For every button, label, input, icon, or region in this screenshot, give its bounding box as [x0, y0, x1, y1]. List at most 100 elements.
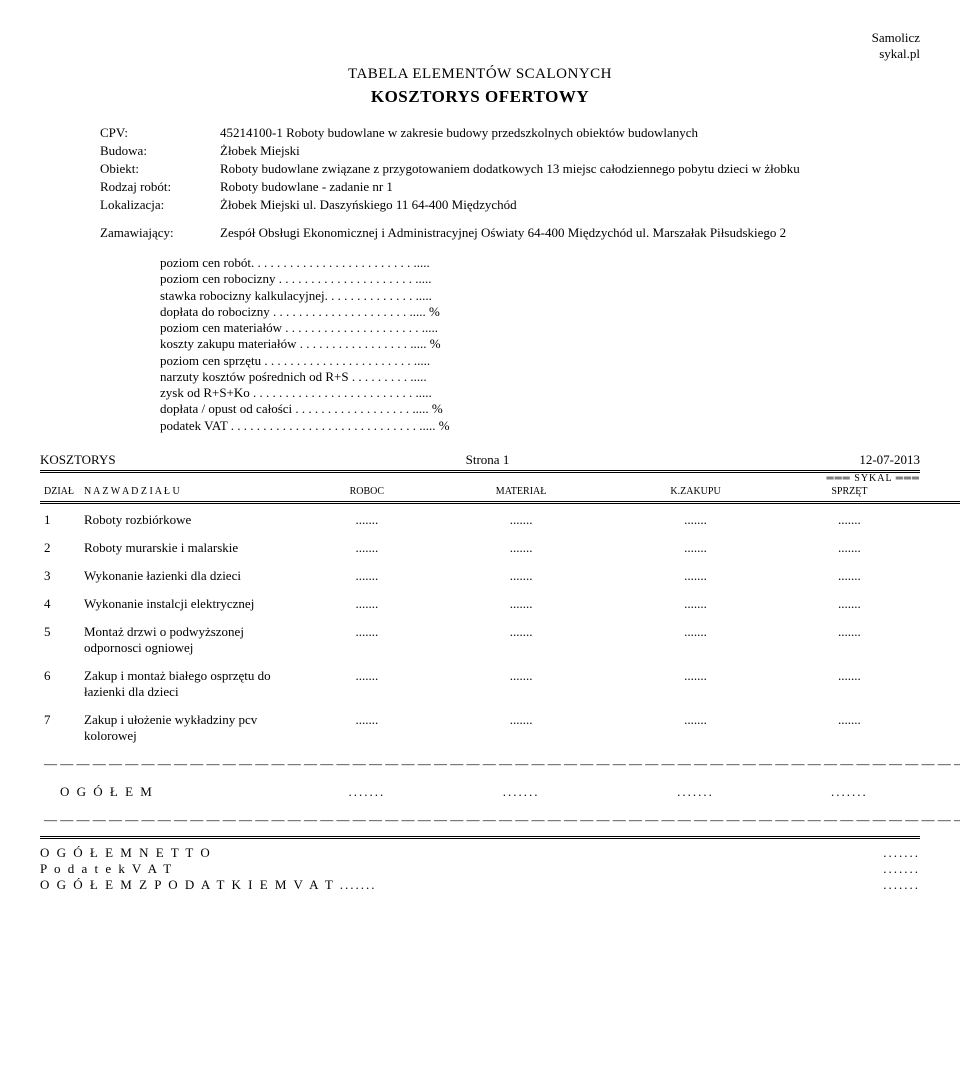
table-header-row: DZIAŁN A Z W A D Z I A Ł UROBOCMATERIAŁK… — [40, 484, 960, 499]
params-block: poziom cen robót. . . . . . . . . . . . … — [160, 255, 920, 434]
row-dots: ....... — [609, 590, 783, 618]
row-dots: ....... — [609, 534, 783, 562]
col-header: K.ZAKUPU — [609, 484, 783, 499]
row-num: 2 — [40, 534, 80, 562]
title-line2: KOSZTORYS OFERTOWY — [40, 87, 920, 107]
meta-row: Rodzaj robót:Roboty budowlane - zadanie … — [100, 179, 920, 195]
table-row: 6Zakup i montaż białego osprzętu do łazi… — [40, 662, 960, 706]
row-dots: ....... — [300, 618, 434, 662]
row-dots: ....... — [434, 618, 609, 662]
col-header: K.OGÓLNE — [916, 484, 960, 499]
ogolem-dots: ....... — [609, 778, 783, 806]
page-label: Strona 1 — [466, 452, 510, 468]
row-dots: ....... — [783, 618, 917, 662]
title-line1: TABELA ELEMENTÓW SCALONYCH — [40, 66, 920, 83]
param-line: stawka robocizny kalkulacyjnej. . . . . … — [160, 288, 920, 304]
row-dots: ....... — [300, 534, 434, 562]
brand-line1: Samolicz — [40, 30, 920, 46]
row-name: Wykonanie łazienki dla dzieci — [80, 562, 300, 590]
ogolem-dots: ....... — [300, 778, 434, 806]
meta-block: CPV: 45214100-1 Roboty budowlane w zakre… — [100, 125, 920, 241]
table-row: 3Wykonanie łazienki dla dzieci..........… — [40, 562, 960, 590]
sykal-tag: ═══ SYKAL ═══ — [40, 473, 920, 484]
table-row: 1Roboty rozbiórkowe.....................… — [40, 506, 960, 534]
param-line: narzuty kosztów pośrednich od R+S . . . … — [160, 369, 920, 385]
row-num: 5 — [40, 618, 80, 662]
cpv-text: Roboty budowlane w zakresie budowy przed… — [286, 125, 698, 140]
meta-row: Lokalizacja:Żłobek Miejski ul. Daszyński… — [100, 197, 920, 213]
row-dots: ....... — [434, 562, 609, 590]
table-row: 7Zakup i ułożenie wykładziny pcv kolorow… — [40, 706, 960, 750]
col-header: N A Z W A D Z I A Ł U — [80, 484, 300, 499]
row-dots: ....... — [609, 562, 783, 590]
brand-line2: sykal.pl — [40, 46, 920, 62]
row-name: Roboty murarskie i malarskie — [80, 534, 300, 562]
row-dots: ....... — [783, 506, 917, 534]
row-name: Roboty rozbiórkowe — [80, 506, 300, 534]
row-dots: ....... — [609, 618, 783, 662]
table-row: 4Wykonanie instalcji elektrycznej.......… — [40, 590, 960, 618]
row-dots: ....... — [783, 706, 917, 750]
main-table: DZIAŁN A Z W A D Z I A Ł UROBOCMATERIAŁK… — [40, 484, 960, 834]
row-num: 1 — [40, 506, 80, 534]
zam-value: Zespół Obsługi Ekonomicznej i Administra… — [220, 225, 920, 241]
row-dots: ....... — [609, 706, 783, 750]
param-line: poziom cen robocizny . . . . . . . . . .… — [160, 271, 920, 287]
table-row: 5Montaż drzwi o podwyższonej odpornosci … — [40, 618, 960, 662]
meta-value: Żłobek Miejski ul. Daszyńskiego 11 64-40… — [220, 197, 920, 213]
footer-netto: O G Ó Ł E M N E T T O — [40, 845, 212, 861]
footer-vat: P o d a t e k V A T — [40, 861, 173, 877]
row-dots: ....... — [609, 506, 783, 534]
row-dots: ....... — [300, 562, 434, 590]
param-line: poziom cen sprzętu . . . . . . . . . . .… — [160, 353, 920, 369]
row-dots: ....... — [300, 662, 434, 706]
kosztorys-header: KOSZTORYS Strona 1 12-07-2013 — [40, 452, 920, 468]
row-dots: ....... — [609, 662, 783, 706]
param-line: podatek VAT . . . . . . . . . . . . . . … — [160, 418, 920, 434]
col-header: MATERIAŁ — [434, 484, 609, 499]
meta-row: Budowa:Żłobek Miejski — [100, 143, 920, 159]
row-dots: ....... — [783, 590, 917, 618]
row-name: Wykonanie instalcji elektrycznej — [80, 590, 300, 618]
param-line: poziom cen materiałów . . . . . . . . . … — [160, 320, 920, 336]
meta-value: Żłobek Miejski — [220, 143, 920, 159]
meta-label: Lokalizacja: — [100, 197, 220, 213]
row-num: 3 — [40, 562, 80, 590]
meta-row: Obiekt:Roboty budowlane związane z przyg… — [100, 161, 920, 177]
param-line: dopłata / opust od całości . . . . . . .… — [160, 401, 920, 417]
row-dots: ....... — [434, 506, 609, 534]
row-dots: ....... — [916, 706, 960, 750]
param-line: zysk od R+S+Ko . . . . . . . . . . . . .… — [160, 385, 920, 401]
meta-label: Budowa: — [100, 143, 220, 159]
meta-value: Roboty budowlane związane z przygotowani… — [220, 161, 920, 177]
dash-separator: — — — — — — — — — — — — — — — — — — — — … — [40, 806, 960, 834]
footer-block: O G Ó Ł E M N E T T O....... P o d a t e… — [40, 845, 920, 893]
col-header: DZIAŁ — [40, 484, 80, 499]
param-line: poziom cen robót. . . . . . . . . . . . … — [160, 255, 920, 271]
meta-label: Rodzaj robót: — [100, 179, 220, 195]
kosztorys-label: KOSZTORYS — [40, 452, 116, 468]
zam-label: Zamawiający: — [100, 225, 220, 241]
row-dots: ....... — [783, 662, 917, 706]
param-line: koszty zakupu materiałów . . . . . . . .… — [160, 336, 920, 352]
row-dots: ....... — [783, 562, 917, 590]
row-dots: ....... — [916, 534, 960, 562]
date-label: 12-07-2013 — [859, 452, 920, 468]
brand-block: Samolicz sykal.pl — [40, 30, 920, 62]
meta-value: Roboty budowlane - zadanie nr 1 — [220, 179, 920, 195]
row-dots: ....... — [916, 506, 960, 534]
row-num: 7 — [40, 706, 80, 750]
row-dots: ....... — [916, 662, 960, 706]
col-header: SPRZĘT — [783, 484, 917, 499]
row-dots: ....... — [434, 590, 609, 618]
footer-brutto: O G Ó Ł E M Z P O D A T K I E M V A T ..… — [40, 877, 377, 893]
row-dots: ....... — [434, 662, 609, 706]
row-name: Montaż drzwi o podwyższonej odpornosci o… — [80, 618, 300, 662]
divider-bottom — [40, 836, 920, 839]
row-num: 6 — [40, 662, 80, 706]
row-name: Zakup i montaż białego osprzętu do łazie… — [80, 662, 300, 706]
row-num: 4 — [40, 590, 80, 618]
param-line: dopłata do robocizny . . . . . . . . . .… — [160, 304, 920, 320]
row-dots: ....... — [916, 618, 960, 662]
cpv-label: CPV: — [100, 125, 220, 141]
